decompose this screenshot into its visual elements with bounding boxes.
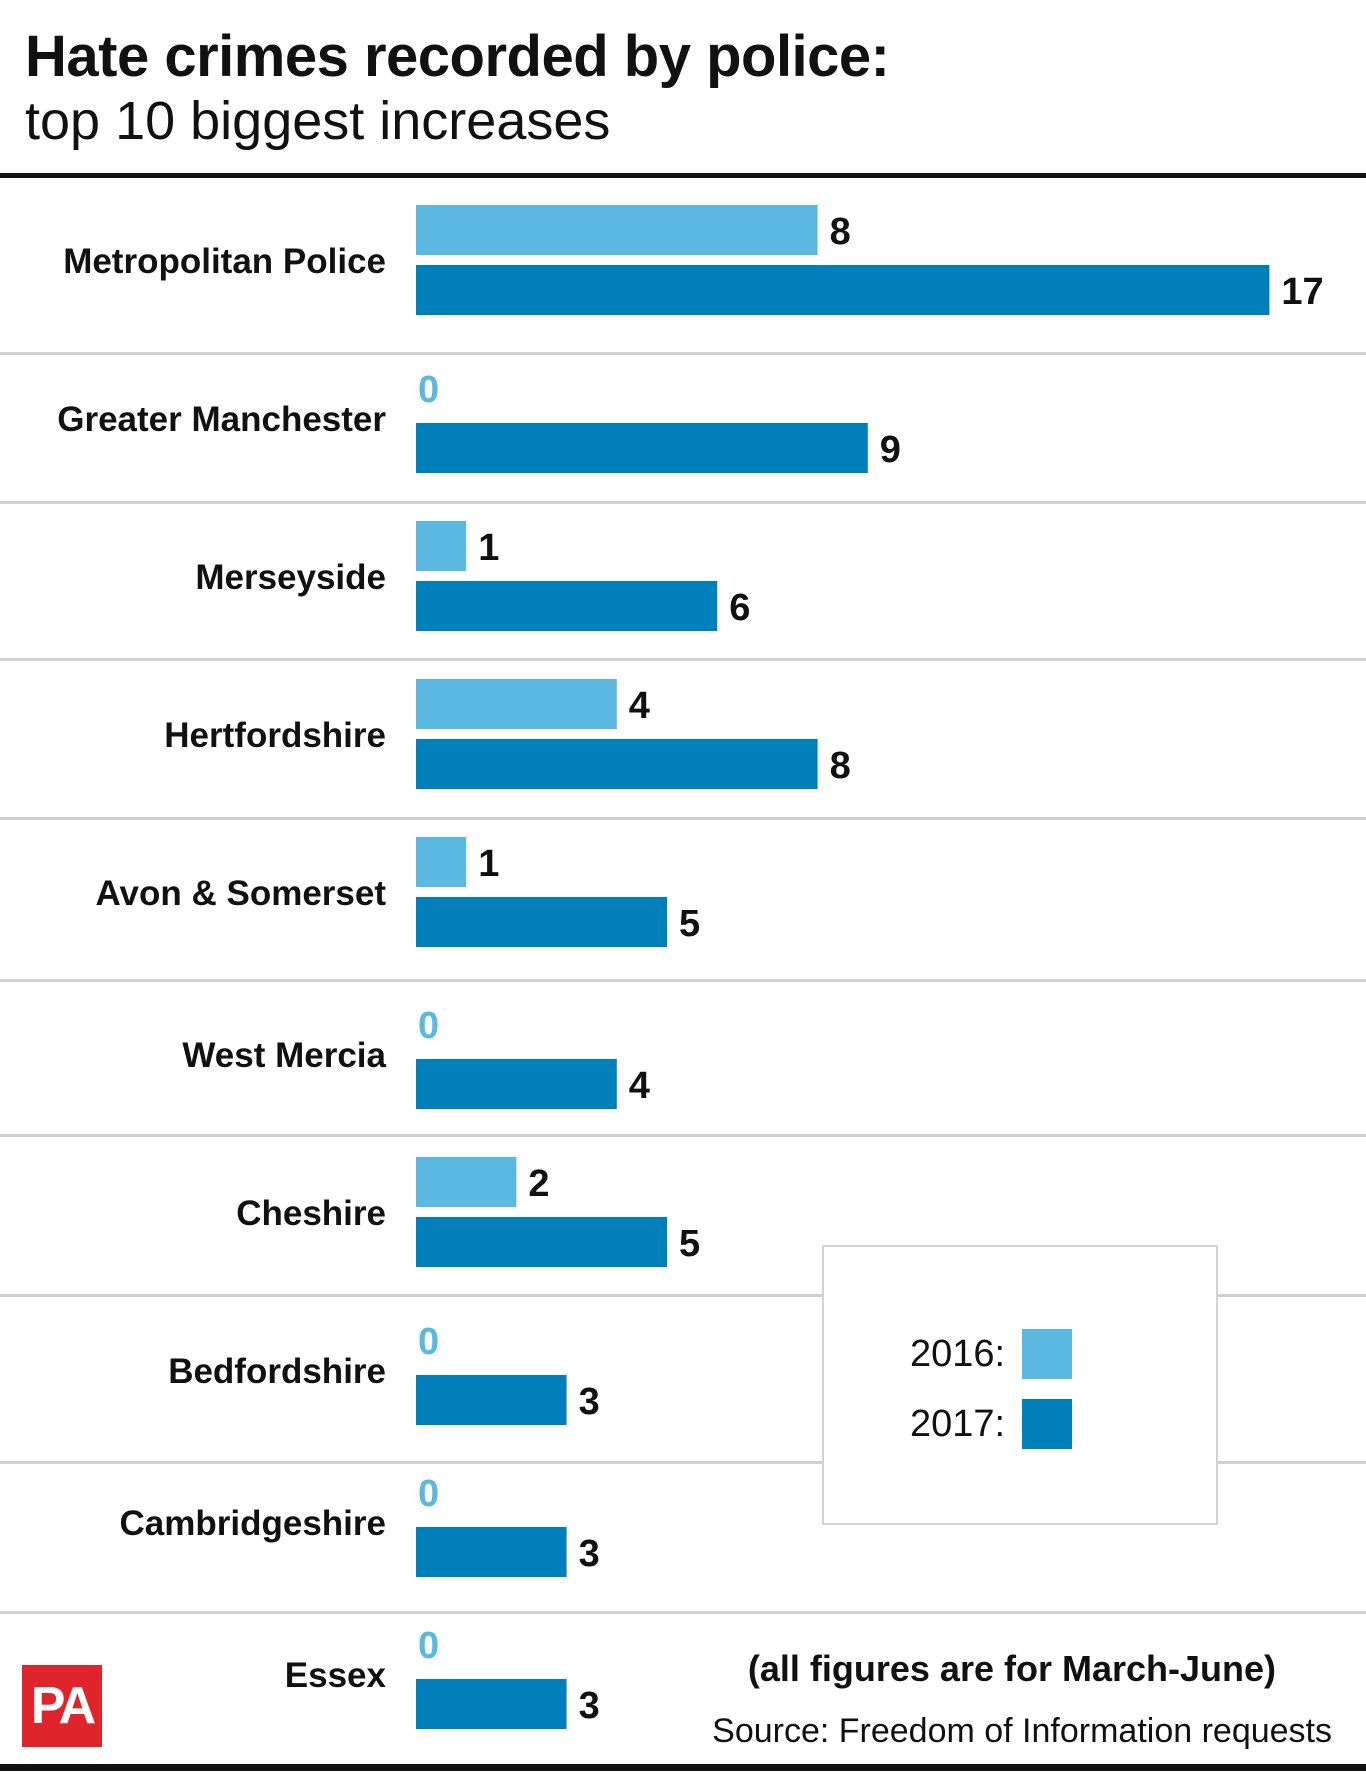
data-label-2017: 17 (1281, 271, 1323, 313)
chart-subtitle: top 10 biggest increases (25, 91, 611, 151)
bar-2017 (416, 1217, 667, 1267)
category-label: Hertfordshire (164, 716, 386, 755)
category-label: Cheshire (236, 1194, 386, 1233)
data-label-2016: 4 (629, 685, 650, 727)
top-rule (0, 173, 1366, 178)
category-label: Essex (285, 1656, 387, 1695)
legend-swatch-2017 (1022, 1399, 1072, 1449)
bar-2016 (416, 205, 818, 255)
bar-2017 (416, 739, 818, 789)
category-label: Greater Manchester (57, 400, 386, 439)
legend-swatch-2016 (1022, 1329, 1072, 1379)
legend-item-2017: 2017: (910, 1399, 1072, 1449)
row-divider (0, 979, 1366, 982)
data-label-2016: 1 (478, 843, 499, 885)
chart-title: Hate crimes recorded by police: (25, 24, 890, 89)
data-label-2016: 0 (418, 1473, 439, 1515)
data-label-2016: 2 (528, 1163, 549, 1205)
row-divider (0, 352, 1366, 355)
bar-2017 (416, 581, 718, 631)
bar-2017 (416, 1059, 617, 1109)
bar-2016 (416, 679, 617, 729)
bar-2017 (416, 1679, 567, 1729)
data-label-2016: 0 (418, 369, 439, 411)
bar-2016 (416, 521, 467, 571)
category-label: West Mercia (182, 1036, 386, 1075)
data-label-2016: 0 (418, 1005, 439, 1047)
bar-2017 (416, 265, 1270, 315)
category-label: Avon & Somerset (96, 874, 387, 913)
bar-2017 (416, 1375, 567, 1425)
data-label-2017: 4 (629, 1065, 650, 1107)
data-label-2017: 5 (679, 903, 700, 945)
data-label-2017: 9 (880, 429, 901, 471)
row-divider (0, 1611, 1366, 1614)
bar-2017 (416, 897, 667, 947)
data-label-2017: 3 (579, 1381, 600, 1423)
category-label: Cambridgeshire (120, 1504, 386, 1543)
data-label-2016: 1 (478, 527, 499, 569)
data-label-2017: 3 (579, 1685, 600, 1727)
bar-2017 (416, 423, 868, 473)
source-note: Source: Freedom of Information requests (712, 1712, 1332, 1750)
category-label: Metropolitan Police (63, 242, 386, 281)
data-label-2017: 8 (830, 745, 851, 787)
row-divider (0, 1294, 1366, 1297)
bottom-rule (0, 1764, 1366, 1771)
category-label: Merseyside (195, 558, 386, 597)
pa-logo: PA (22, 1665, 102, 1747)
data-label-2017: 6 (729, 587, 750, 629)
data-label-2017: 3 (579, 1533, 600, 1575)
data-label-2017: 5 (679, 1223, 700, 1265)
data-label-2016: 0 (418, 1321, 439, 1363)
bar-2016 (416, 837, 467, 887)
legend-label-2016: 2016: (910, 1332, 1006, 1375)
row-divider (0, 1134, 1366, 1137)
footnote: (all figures are for March-June) (747, 1648, 1276, 1689)
data-label-2016: 8 (830, 211, 851, 253)
data-label-2016: 0 (418, 1625, 439, 1667)
bar-2016 (416, 1157, 517, 1207)
row-divider (0, 817, 1366, 820)
row-divider (0, 1461, 1366, 1464)
legend-label-2017: 2017: (910, 1402, 1006, 1445)
legend: 2016: 2017: (822, 1245, 1218, 1525)
category-label: Bedfordshire (168, 1352, 386, 1391)
row-divider (0, 501, 1366, 504)
legend-item-2016: 2016: (910, 1329, 1072, 1379)
bar-2017 (416, 1527, 567, 1577)
row-divider (0, 658, 1366, 661)
